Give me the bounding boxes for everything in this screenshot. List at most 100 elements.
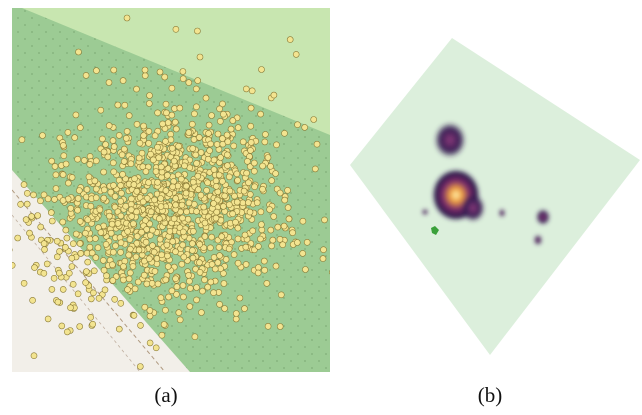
point [44,315,52,323]
point [52,171,60,179]
point [74,290,82,298]
point [179,282,187,289]
point [30,352,38,360]
point [185,199,193,207]
point [65,179,72,187]
point [246,208,254,216]
point [168,111,176,119]
point [138,149,146,157]
point [196,134,203,141]
point [82,229,89,237]
point [241,305,248,312]
point [68,263,76,270]
point [162,138,169,145]
point [243,169,250,177]
point [254,269,262,277]
point [299,217,307,225]
point [268,242,275,250]
point [88,295,95,303]
point [41,246,48,253]
point [212,265,219,273]
point [59,218,67,226]
point [216,300,223,308]
point [229,117,237,124]
point [166,228,174,235]
point [110,143,118,150]
point [87,313,94,321]
point [200,203,207,211]
point [226,187,234,195]
point [247,191,254,198]
point [133,240,141,247]
point [210,254,218,261]
point [74,195,82,202]
point [95,294,103,302]
point [210,200,217,207]
point [183,208,190,216]
point [247,147,254,154]
point [60,152,68,159]
point [257,235,264,243]
point [193,103,200,111]
point [71,134,78,141]
point [145,140,152,147]
point [146,255,153,263]
point [286,36,294,43]
point [183,182,190,190]
point [219,100,226,108]
point [121,145,128,153]
point [276,323,284,330]
point [52,185,60,192]
point [194,172,202,180]
point [168,84,176,92]
point [201,233,209,240]
point [210,166,218,173]
point [215,171,223,179]
point [101,186,108,194]
point [84,216,92,223]
point [135,278,142,286]
point [100,266,108,274]
point [120,263,127,270]
point [77,250,85,257]
point [191,110,198,118]
point [294,121,301,128]
point [70,240,77,247]
point [245,199,252,206]
point [86,161,94,168]
point [93,67,100,74]
point [150,156,157,164]
point [59,171,67,178]
point [145,128,153,135]
point [112,242,119,250]
point [164,263,172,270]
point [192,265,199,273]
point [107,188,115,196]
point [151,196,158,204]
point [147,150,154,158]
point [226,201,233,208]
point [276,189,284,197]
point [172,195,179,202]
point [213,183,220,190]
point [158,251,165,259]
point [133,208,140,216]
point [233,310,240,317]
point [263,280,271,287]
point [227,125,235,133]
point [87,202,95,210]
point [167,136,175,143]
point [92,235,99,242]
point [268,177,276,184]
point [83,268,90,275]
point [313,140,321,148]
point [111,203,119,211]
point [189,254,197,262]
point [137,363,144,370]
point [233,170,241,178]
point [197,149,205,156]
point [100,148,108,156]
point [281,130,288,137]
point [97,229,105,236]
